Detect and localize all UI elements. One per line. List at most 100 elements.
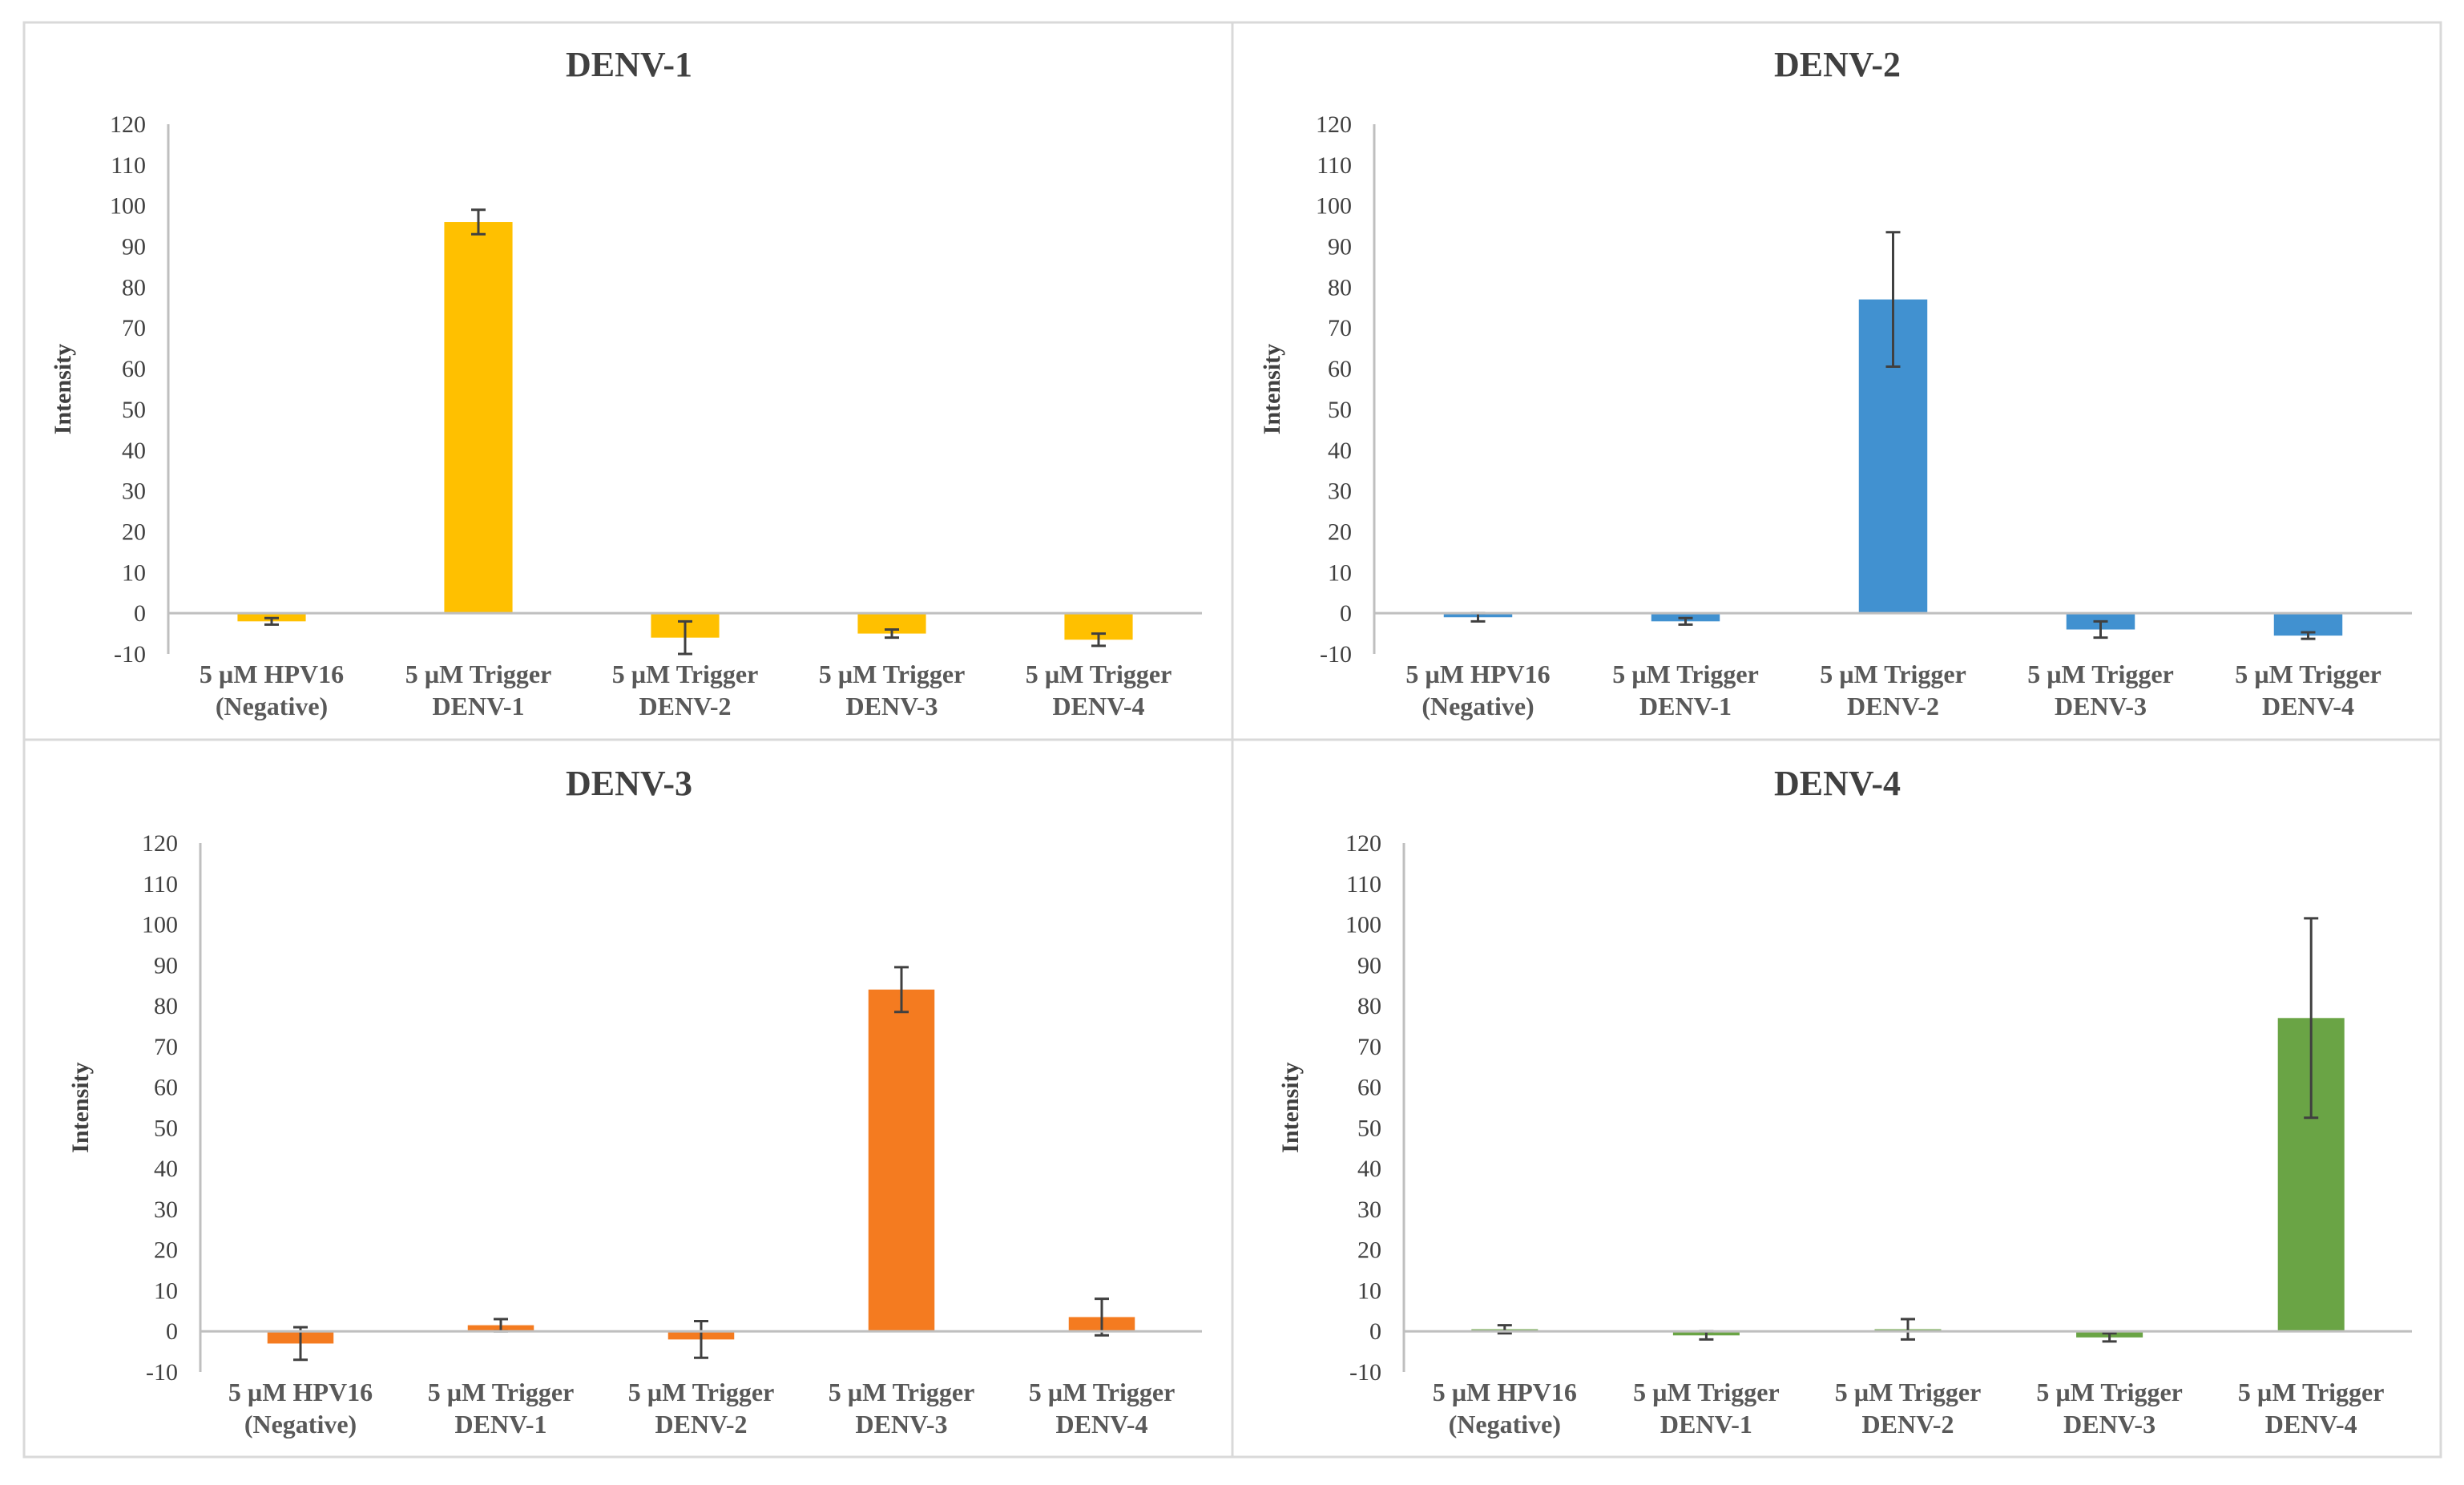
x-category-label: DENV-4 [1053, 692, 1145, 720]
error-bar [694, 1320, 708, 1359]
x-category-label: 5 µM Trigger [2036, 1378, 2183, 1406]
x-category-label: 5 µM Trigger [1820, 660, 1966, 688]
y-tick-label: 10 [122, 559, 146, 586]
x-category-label: 5 µM Trigger [628, 1378, 775, 1406]
error-bar [2093, 619, 2108, 640]
y-tick-label: 30 [1357, 1196, 1381, 1223]
chart-title: DENV-3 [566, 764, 692, 803]
y-tick-label: 10 [154, 1277, 178, 1304]
y-tick-label: 90 [154, 952, 178, 979]
y-tick-label: 0 [1369, 1318, 1381, 1345]
y-tick-label: -10 [1320, 641, 1352, 668]
y-axis-label: Intensity [67, 1062, 94, 1152]
panel-frame [22, 738, 1234, 1459]
y-tick-label: 30 [1328, 478, 1352, 505]
y-tick-label: 120 [1316, 111, 1352, 138]
x-category-label: 5 µM Trigger [2238, 1378, 2385, 1406]
error-bar [2304, 917, 2319, 1120]
x-category-label: DENV-4 [2265, 1410, 2357, 1439]
x-category-label: DENV-4 [1056, 1410, 1148, 1439]
y-tick-label: 20 [1357, 1237, 1381, 1264]
y-tick-label: 40 [1328, 438, 1352, 464]
y-tick-label: 60 [1357, 1075, 1381, 1101]
y-tick-label: 60 [154, 1075, 178, 1101]
y-tick-label: 70 [122, 315, 146, 341]
y-tick-label: 100 [1345, 912, 1381, 938]
error-bar [2301, 631, 2316, 640]
y-tick-label: 80 [154, 993, 178, 1019]
y-tick-label: 110 [143, 871, 178, 898]
x-category-label: 5 µM Trigger [1029, 1378, 1176, 1406]
y-tick-label: 40 [154, 1156, 178, 1182]
y-tick-label: 20 [1328, 519, 1352, 545]
y-tick-label: 50 [1357, 1115, 1381, 1141]
x-category-label: 5 µM Trigger [405, 660, 552, 688]
y-tick-label: 110 [111, 152, 146, 179]
chart-panel-3: DENV-31201101009080706050403020100-10Int… [22, 738, 1234, 1459]
y-tick-label: 120 [110, 111, 146, 138]
chart-title: DENV-4 [1774, 764, 1901, 803]
y-tick-label: 80 [122, 274, 146, 301]
chart-panel-4: DENV-41201101009080706050403020100-10Int… [1231, 738, 2442, 1459]
x-category-label: DENV-2 [1862, 1410, 1954, 1439]
bar [868, 989, 935, 1332]
y-tick-label: 80 [1328, 274, 1352, 301]
y-tick-label: 100 [110, 193, 146, 220]
x-category-label: 5 µM HPV16 [200, 660, 344, 688]
panel-frame [1231, 738, 2442, 1459]
panel-frame [1231, 21, 2442, 741]
chart-title: DENV-2 [1774, 45, 1901, 84]
y-tick-label: -10 [146, 1359, 178, 1386]
y-tick-label: 20 [154, 1237, 178, 1264]
error-bar [1885, 231, 1901, 369]
y-tick-label: 110 [1346, 871, 1381, 898]
chart-panel-2: DENV-21201101009080706050403020100-10Int… [1231, 21, 2442, 741]
x-category-label: (Negative) [244, 1410, 357, 1439]
y-tick-label: 100 [1316, 193, 1352, 220]
x-category-label: 5 µM Trigger [1026, 660, 1172, 688]
x-category-label: 5 µM Trigger [2235, 660, 2381, 688]
x-category-label: 5 µM HPV16 [1433, 1378, 1577, 1406]
y-tick-label: 40 [1357, 1156, 1381, 1182]
x-category-label: DENV-3 [2055, 692, 2147, 720]
y-tick-label: 10 [1357, 1277, 1381, 1304]
error-bar [471, 208, 486, 236]
x-category-label: DENV-1 [1639, 692, 1732, 720]
y-tick-label: -10 [114, 641, 146, 668]
error-bar [894, 966, 909, 1014]
y-tick-label: 0 [134, 600, 146, 627]
y-tick-label: 70 [1357, 1034, 1381, 1060]
y-tick-label: 0 [1340, 600, 1352, 627]
x-category-label: DENV-3 [2063, 1410, 2155, 1439]
x-category-label: 5 µM HPV16 [1405, 660, 1550, 688]
y-tick-label: -10 [1349, 1359, 1381, 1386]
y-axis-label: Intensity [50, 344, 76, 434]
x-category-label: (Negative) [216, 692, 328, 720]
error-bar [1678, 616, 1693, 626]
x-category-label: DENV-1 [1660, 1410, 1752, 1439]
y-tick-label: 80 [1357, 993, 1381, 1019]
y-tick-label: 100 [142, 912, 178, 938]
error-bar [293, 1326, 308, 1362]
y-tick-label: 20 [122, 519, 146, 545]
error-bar [2102, 1332, 2117, 1343]
y-axis-label: Intensity [1277, 1062, 1304, 1152]
error-bar [678, 619, 692, 656]
y-tick-label: 90 [122, 234, 146, 260]
error-bar [264, 616, 279, 626]
y-tick-label: 30 [154, 1196, 178, 1223]
y-tick-label: 30 [122, 478, 146, 505]
y-axis-label: Intensity [1259, 344, 1285, 434]
x-category-label: DENV-2 [639, 692, 732, 720]
x-category-label: DENV-1 [455, 1410, 547, 1439]
x-category-label: 5 µM Trigger [829, 1378, 975, 1406]
y-tick-label: 110 [1317, 152, 1352, 179]
y-tick-label: 60 [122, 356, 146, 382]
y-tick-label: 60 [1328, 356, 1352, 382]
y-tick-label: 10 [1328, 559, 1352, 586]
y-tick-label: 120 [1345, 830, 1381, 857]
y-tick-label: 90 [1357, 952, 1381, 979]
x-category-label: DENV-3 [856, 1410, 948, 1439]
x-category-label: (Negative) [1449, 1410, 1561, 1439]
y-tick-label: 70 [154, 1034, 178, 1060]
